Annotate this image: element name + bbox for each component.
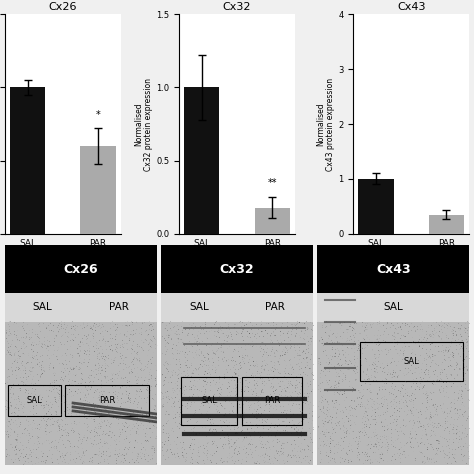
FancyBboxPatch shape: [5, 293, 156, 322]
Text: PAR: PAR: [99, 396, 115, 405]
Text: SAL: SAL: [27, 396, 42, 405]
Y-axis label: Normalised
Cx32 protein expression: Normalised Cx32 protein expression: [134, 78, 153, 171]
Text: Cx43: Cx43: [376, 263, 410, 275]
FancyBboxPatch shape: [318, 322, 469, 465]
Text: *: *: [96, 109, 100, 119]
Text: SAL: SAL: [201, 396, 217, 405]
Text: Cx32: Cx32: [219, 263, 255, 275]
Text: PAR: PAR: [265, 302, 285, 312]
FancyBboxPatch shape: [161, 322, 313, 465]
Text: SAL: SAL: [189, 302, 209, 312]
Bar: [255, 208, 290, 234]
Text: PAR: PAR: [109, 302, 128, 312]
Text: SAL: SAL: [404, 357, 419, 366]
Title: Cx26: Cx26: [48, 2, 77, 12]
FancyBboxPatch shape: [5, 322, 156, 465]
FancyBboxPatch shape: [318, 293, 469, 322]
Text: PAR: PAR: [264, 396, 280, 405]
Text: SAL: SAL: [33, 302, 53, 312]
Bar: [81, 146, 116, 234]
Text: SAL: SAL: [383, 302, 403, 312]
Y-axis label: Normalised
Cx43 protein expression: Normalised Cx43 protein expression: [316, 77, 335, 171]
Bar: [429, 215, 464, 234]
Title: Cx43: Cx43: [397, 2, 426, 12]
Text: **: **: [267, 179, 277, 189]
FancyBboxPatch shape: [5, 245, 156, 293]
Text: Cx26: Cx26: [64, 263, 98, 275]
Bar: [358, 179, 393, 234]
Bar: [10, 87, 45, 234]
FancyBboxPatch shape: [161, 245, 313, 293]
FancyBboxPatch shape: [161, 293, 313, 322]
Bar: [184, 87, 219, 234]
Title: Cx32: Cx32: [223, 2, 251, 12]
FancyBboxPatch shape: [318, 245, 469, 293]
